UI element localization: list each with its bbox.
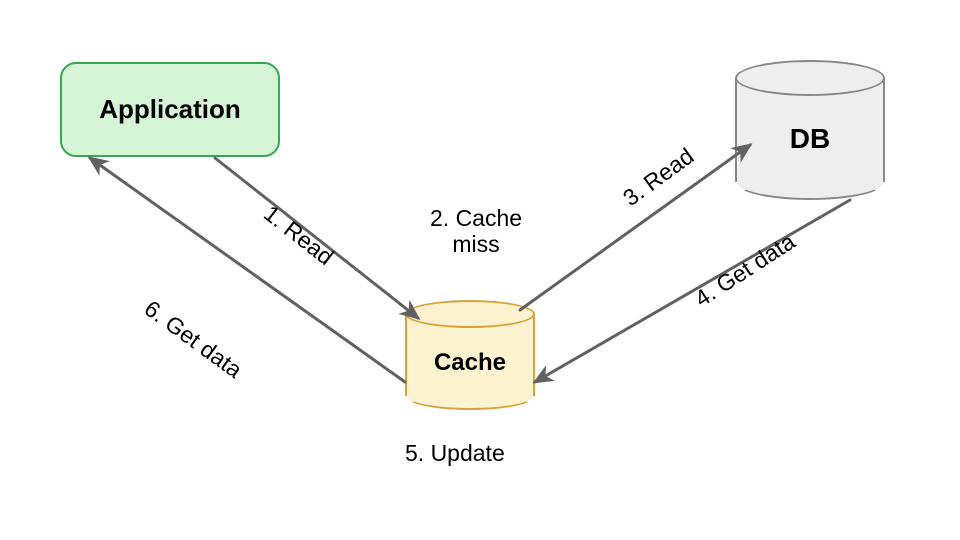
edge-label-4-get-data: 4. Get data: [690, 228, 800, 312]
cache-cylinder-bottom: [405, 382, 535, 410]
edge-label-3-read: 3. Read: [618, 143, 699, 212]
application-label: Application: [99, 94, 241, 125]
cache-label: Cache: [405, 349, 535, 377]
db-cylinder-bottom: [735, 164, 885, 200]
edge-e6: [90, 158, 405, 382]
db-cylinder-top: [735, 60, 885, 96]
edge-label-5-update: 5. Update: [405, 440, 505, 466]
db-node: DB: [735, 60, 885, 200]
application-node: Application: [60, 62, 280, 157]
edge-label-1-read: 1. Read: [259, 200, 339, 270]
db-label: DB: [735, 123, 885, 155]
cache-node: Cache: [405, 300, 535, 410]
edge-label-2-cache-miss: 2. Cache miss: [430, 205, 522, 258]
edge-label-6-get-data: 6. Get data: [139, 295, 247, 383]
cache-cylinder-top: [405, 300, 535, 328]
